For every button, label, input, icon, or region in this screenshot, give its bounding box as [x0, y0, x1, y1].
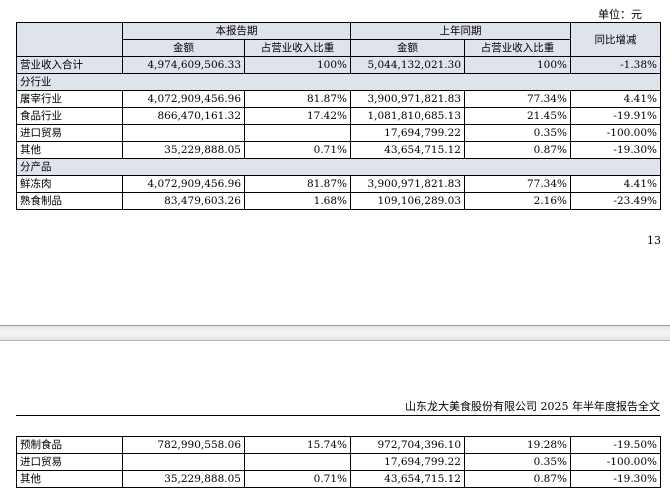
cur-share-cell: 81.87%	[244, 175, 351, 193]
cur-share-cell: 0.71%	[244, 470, 351, 488]
page-number: 13	[647, 234, 661, 247]
header-prior-period: 上年同期	[350, 22, 571, 40]
row-label: 熟食制品	[16, 192, 123, 210]
prior-amount-cell: 43,654,715.12	[350, 470, 465, 488]
prior-share-cell: 0.87%	[464, 470, 571, 488]
section-title-product: 分产品	[16, 158, 661, 176]
table-row: 预制食品 782,990,558.06 15.74% 972,704,396.1…	[16, 436, 661, 454]
table-row: 食品行业 866,470,161.32 17.42% 1,081,810,685…	[16, 107, 661, 125]
prior-amount-cell: 972,704,396.10	[350, 436, 465, 454]
cur-share-cell: 0.71%	[244, 141, 351, 159]
prior-amount-cell: 1,081,810,685.13	[350, 107, 465, 125]
row-label: 进口贸易	[16, 453, 123, 471]
yoy-cell: -19.30%	[570, 141, 661, 159]
yoy-cell: -23.49%	[570, 192, 661, 210]
prior-share-cell: 0.35%	[464, 453, 571, 471]
header-blank	[16, 22, 123, 57]
cur-amount-cell: 782,990,558.06	[122, 436, 245, 454]
cur-amount-cell: 83,479,603.26	[122, 192, 245, 210]
yoy-cell: -100.00%	[570, 453, 661, 471]
cur-share-cell: 1.68%	[244, 192, 351, 210]
prior-amount-cell: 43,654,715.12	[350, 141, 465, 159]
yoy-cell: -100.00%	[570, 124, 661, 142]
cur-share-cell	[244, 453, 351, 471]
table-row: 熟食制品 83,479,603.26 1.68% 109,106,289.03 …	[16, 192, 661, 210]
cur-share-cell	[244, 124, 351, 142]
row-label: 预制食品	[16, 436, 123, 454]
section-row-product: 分产品	[16, 158, 661, 176]
total-cur-share: 100%	[244, 56, 351, 74]
total-prior-share: 100%	[464, 56, 571, 74]
total-label: 营业收入合计	[16, 56, 123, 74]
prior-amount-cell: 17,694,799.22	[350, 124, 465, 142]
page-break-edge-top	[0, 325, 670, 326]
header-rule	[16, 415, 660, 416]
row-label: 其他	[16, 141, 123, 159]
cur-amount-cell: 35,229,888.05	[122, 470, 245, 488]
table-row: 进口贸易 17,694,799.22 0.35% -100.00%	[16, 124, 661, 142]
prior-share-cell: 77.34%	[464, 90, 571, 108]
cur-share-cell: 15.74%	[244, 436, 351, 454]
table-row: 其他 35,229,888.05 0.71% 43,654,715.12 0.8…	[16, 141, 661, 159]
page-break-edge-bottom	[0, 340, 670, 341]
prior-amount-cell: 109,106,289.03	[350, 192, 465, 210]
prior-amount-cell: 3,900,971,821.83	[350, 175, 465, 193]
row-label: 鲜冻肉	[16, 175, 123, 193]
prior-share-cell: 0.87%	[464, 141, 571, 159]
cur-amount-cell: 35,229,888.05	[122, 141, 245, 159]
header-prior-share: 占营业收入比重	[464, 39, 571, 57]
yoy-cell: -19.50%	[570, 436, 661, 454]
total-row: 营业收入合计 4,974,609,506.33 100% 5,044,132,0…	[16, 56, 661, 74]
row-label: 其他	[16, 470, 123, 488]
unit-label: 单位：元	[598, 8, 642, 21]
prior-share-cell: 2.16%	[464, 192, 571, 210]
table-row: 鲜冻肉 4,072,909,456.96 81.87% 3,900,971,82…	[16, 175, 661, 193]
table-row: 屠宰行业 4,072,909,456.96 81.87% 3,900,971,8…	[16, 90, 661, 108]
header-row-1: 本报告期 上年同期 同比增减	[16, 22, 661, 57]
prior-amount-cell: 3,900,971,821.83	[350, 90, 465, 108]
header-row-2: 金额 占营业收入比重 金额 占营业收入比重	[17, 39, 661, 57]
total-yoy: -1.38%	[570, 56, 661, 74]
section-row-industry: 分行业	[16, 73, 661, 91]
header-current-period: 本报告期	[122, 22, 351, 40]
row-label: 屠宰行业	[16, 90, 123, 108]
yoy-cell: -19.91%	[570, 107, 661, 125]
cur-amount-cell	[122, 453, 245, 471]
yoy-cell: 4.41%	[570, 90, 661, 108]
prior-share-cell: 0.35%	[464, 124, 571, 142]
row-label: 食品行业	[16, 107, 123, 125]
table-row: 其他 35,229,888.05 0.71% 43,654,715.12 0.8…	[16, 470, 661, 488]
total-cur-amount: 4,974,609,506.33	[122, 56, 245, 74]
cur-amount-cell: 4,072,909,456.96	[122, 90, 245, 108]
prior-share-cell: 21.45%	[464, 107, 571, 125]
yoy-cell: -19.30%	[570, 470, 661, 488]
header-cur-amount: 金额	[122, 39, 245, 57]
prior-share-cell: 19.28%	[464, 436, 571, 454]
cur-amount-cell	[122, 124, 245, 142]
section-title-industry: 分行业	[16, 73, 661, 91]
row-label: 进口贸易	[16, 124, 123, 142]
yoy-cell: 4.41%	[570, 175, 661, 193]
cur-share-cell: 17.42%	[244, 107, 351, 125]
total-prior-amount: 5,044,132,021.30	[350, 56, 465, 74]
prior-amount-cell: 17,694,799.22	[350, 453, 465, 471]
cur-share-cell: 81.87%	[244, 90, 351, 108]
cur-amount-cell: 866,470,161.32	[122, 107, 245, 125]
table-row: 进口贸易 17,694,799.22 0.35% -100.00%	[16, 453, 661, 471]
cur-amount-cell: 4,072,909,456.96	[122, 175, 245, 193]
header-prior-amount: 金额	[350, 39, 465, 57]
prior-share-cell: 77.34%	[464, 175, 571, 193]
header-yoy: 同比增减	[570, 22, 661, 57]
running-header: 山东龙大美食股份有限公司 2025 年半年度报告全文	[405, 400, 660, 413]
header-cur-share: 占营业收入比重	[244, 39, 351, 57]
revenue-breakdown-table: 本报告期 上年同期 同比增减 金额 占营业收入比重 金额 占营业收入比重 营业收…	[16, 22, 661, 210]
revenue-breakdown-table-continued: 预制食品 782,990,558.06 15.74% 972,704,396.1…	[16, 436, 661, 488]
page-break-gap	[0, 326, 670, 340]
